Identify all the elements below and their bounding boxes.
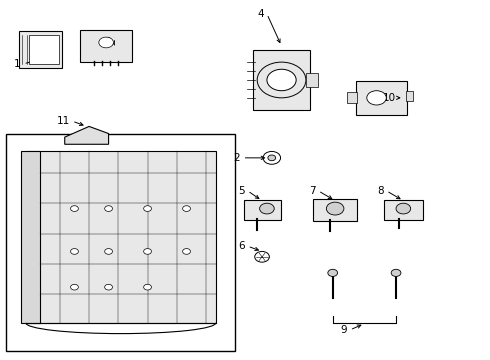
Circle shape <box>326 202 344 215</box>
Polygon shape <box>21 152 40 323</box>
Bar <box>306 73 318 87</box>
Circle shape <box>391 269 401 276</box>
Circle shape <box>144 284 151 290</box>
FancyBboxPatch shape <box>313 199 357 221</box>
Polygon shape <box>26 152 216 323</box>
Circle shape <box>183 206 191 211</box>
Text: 10: 10 <box>383 93 396 103</box>
FancyBboxPatch shape <box>356 81 407 115</box>
Text: 1: 1 <box>14 59 21 69</box>
Text: 4: 4 <box>258 9 265 19</box>
Circle shape <box>255 251 270 262</box>
Bar <box>347 93 357 103</box>
Circle shape <box>268 155 276 161</box>
Circle shape <box>144 249 151 254</box>
Circle shape <box>105 206 113 211</box>
Text: 7: 7 <box>309 186 316 196</box>
Text: 6: 6 <box>238 241 245 251</box>
Text: 8: 8 <box>377 186 384 196</box>
FancyBboxPatch shape <box>19 31 62 68</box>
Polygon shape <box>65 126 109 144</box>
Circle shape <box>396 203 411 214</box>
Circle shape <box>183 249 191 254</box>
Text: 11: 11 <box>56 116 70 126</box>
FancyBboxPatch shape <box>244 201 281 220</box>
Circle shape <box>105 249 113 254</box>
Circle shape <box>71 206 78 211</box>
Circle shape <box>328 269 338 276</box>
Circle shape <box>263 152 281 164</box>
Circle shape <box>260 203 274 214</box>
Circle shape <box>99 37 114 48</box>
Bar <box>29 35 59 64</box>
Text: 5: 5 <box>238 186 245 196</box>
Circle shape <box>71 249 78 254</box>
Circle shape <box>71 284 78 290</box>
Bar <box>406 91 413 102</box>
FancyBboxPatch shape <box>384 201 423 220</box>
Bar <box>6 134 235 351</box>
Circle shape <box>267 69 296 91</box>
Text: 9: 9 <box>341 325 347 335</box>
Circle shape <box>367 91 386 105</box>
FancyBboxPatch shape <box>80 30 132 62</box>
Circle shape <box>105 284 113 290</box>
Text: 3: 3 <box>104 37 111 48</box>
Circle shape <box>144 206 151 211</box>
Text: 2: 2 <box>234 153 240 163</box>
FancyBboxPatch shape <box>253 50 310 110</box>
